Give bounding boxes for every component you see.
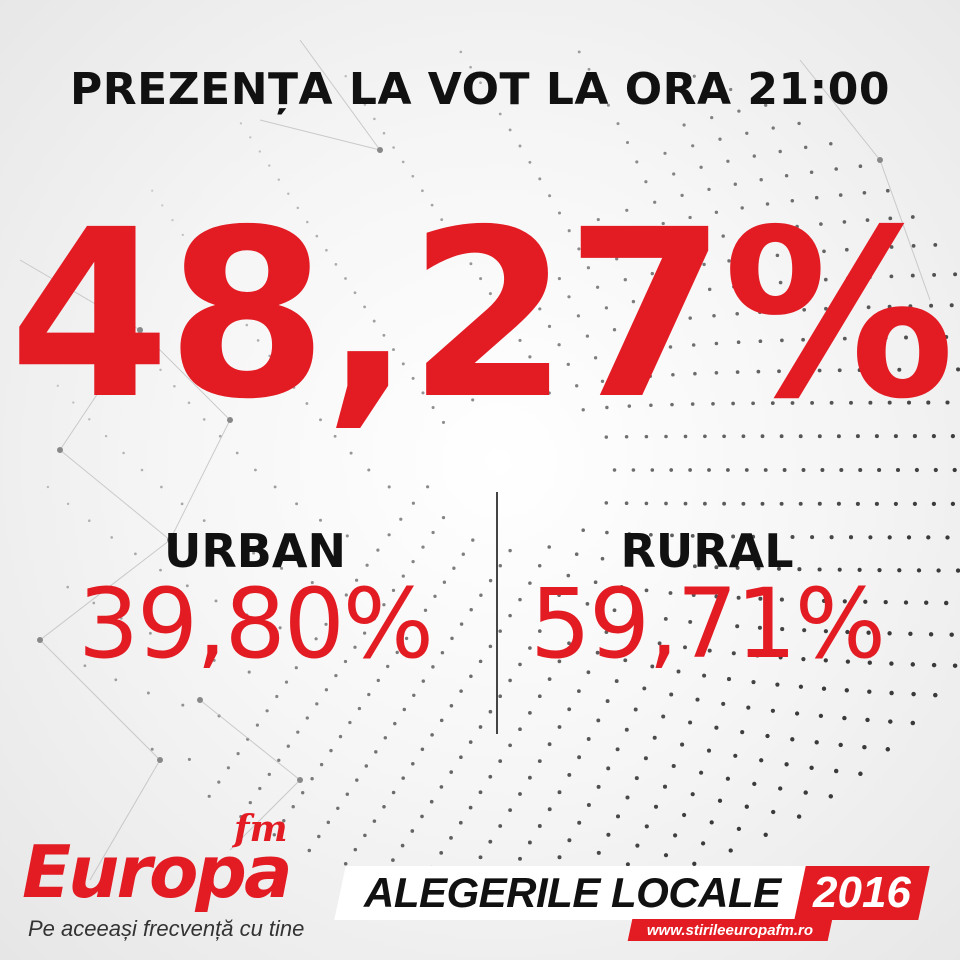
website-link: www.stirileeuropafm.ro — [646, 921, 814, 939]
event-year: 2016 — [813, 868, 911, 917]
rural-value: 59,71% — [529, 568, 886, 680]
logo-fm-suffix: fm — [234, 808, 288, 850]
urban-value: 39,80% — [77, 568, 434, 680]
page-title: PREZENȚA LA VOT LA ORA 21:00 — [70, 64, 890, 115]
rural-label: RURAL — [620, 524, 794, 578]
event-name: ALEGERILE LOCALE — [363, 869, 781, 916]
urban-turnout: URBAN 39,80% — [40, 526, 470, 676]
total-turnout-value: 48,27% — [8, 180, 955, 450]
event-year-box: 2016 — [794, 866, 930, 920]
event-banner: ALEGERILE LOCALE 2016 www.stirileeuropaf… — [334, 866, 940, 942]
website-box: www.stirileeuropafm.ro — [627, 919, 833, 941]
logo-brand: Europa — [22, 830, 293, 914]
logo-slogan: Pe aceeași frecvență cu tine — [28, 916, 305, 941]
europa-fm-logo: fm Europa Pe aceeași frecvență cu tine — [22, 808, 342, 948]
column-divider — [496, 492, 498, 734]
rural-turnout: RURAL 59,71% — [492, 526, 922, 676]
urban-label: URBAN — [164, 524, 346, 578]
event-name-box: ALEGERILE LOCALE — [334, 866, 810, 920]
